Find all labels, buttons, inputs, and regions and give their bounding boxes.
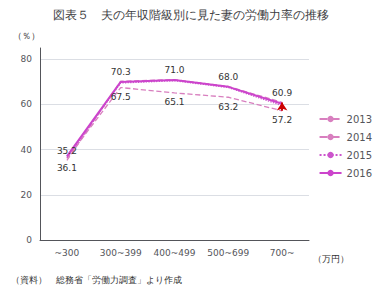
svg-text:2013: 2013 bbox=[347, 114, 372, 125]
svg-text:63.2: 63.2 bbox=[218, 102, 238, 112]
svg-text:68.0: 68.0 bbox=[218, 72, 238, 82]
svg-text:40: 40 bbox=[21, 145, 33, 155]
svg-text:2015: 2015 bbox=[347, 150, 372, 161]
svg-text:500~699: 500~699 bbox=[207, 248, 249, 258]
svg-text:67.5: 67.5 bbox=[111, 92, 131, 102]
svg-text:図表５ 夫の年収階級別に見た妻の労働力率の推移: 図表５ 夫の年収階級別に見た妻の労働力率の推移 bbox=[53, 8, 329, 22]
svg-text:（資料） 総務省「労働力調査」より作成: （資料） 総務省「労働力調査」より作成 bbox=[11, 275, 182, 285]
svg-text:70.3: 70.3 bbox=[111, 67, 131, 77]
svg-text:65.1: 65.1 bbox=[164, 97, 184, 107]
svg-text:0: 0 bbox=[26, 235, 32, 245]
svg-text:36.1: 36.1 bbox=[57, 163, 77, 173]
svg-text:60: 60 bbox=[21, 99, 33, 109]
svg-text:~300: ~300 bbox=[55, 248, 80, 258]
svg-text:2016: 2016 bbox=[347, 168, 372, 179]
svg-text:20: 20 bbox=[21, 190, 33, 200]
svg-text:700~: 700~ bbox=[270, 248, 295, 258]
svg-text:57.2: 57.2 bbox=[272, 115, 292, 125]
svg-text:2014: 2014 bbox=[347, 132, 372, 143]
svg-text:（％）: （％） bbox=[13, 31, 40, 41]
svg-text:400~499: 400~499 bbox=[154, 248, 196, 258]
svg-text:（万円）: （万円） bbox=[313, 254, 349, 264]
svg-text:80: 80 bbox=[21, 54, 33, 64]
svg-text:71.0: 71.0 bbox=[164, 65, 184, 75]
svg-text:60.9: 60.9 bbox=[272, 88, 292, 98]
svg-text:300~399: 300~399 bbox=[100, 248, 142, 258]
svg-text:35.2: 35.2 bbox=[57, 146, 77, 156]
